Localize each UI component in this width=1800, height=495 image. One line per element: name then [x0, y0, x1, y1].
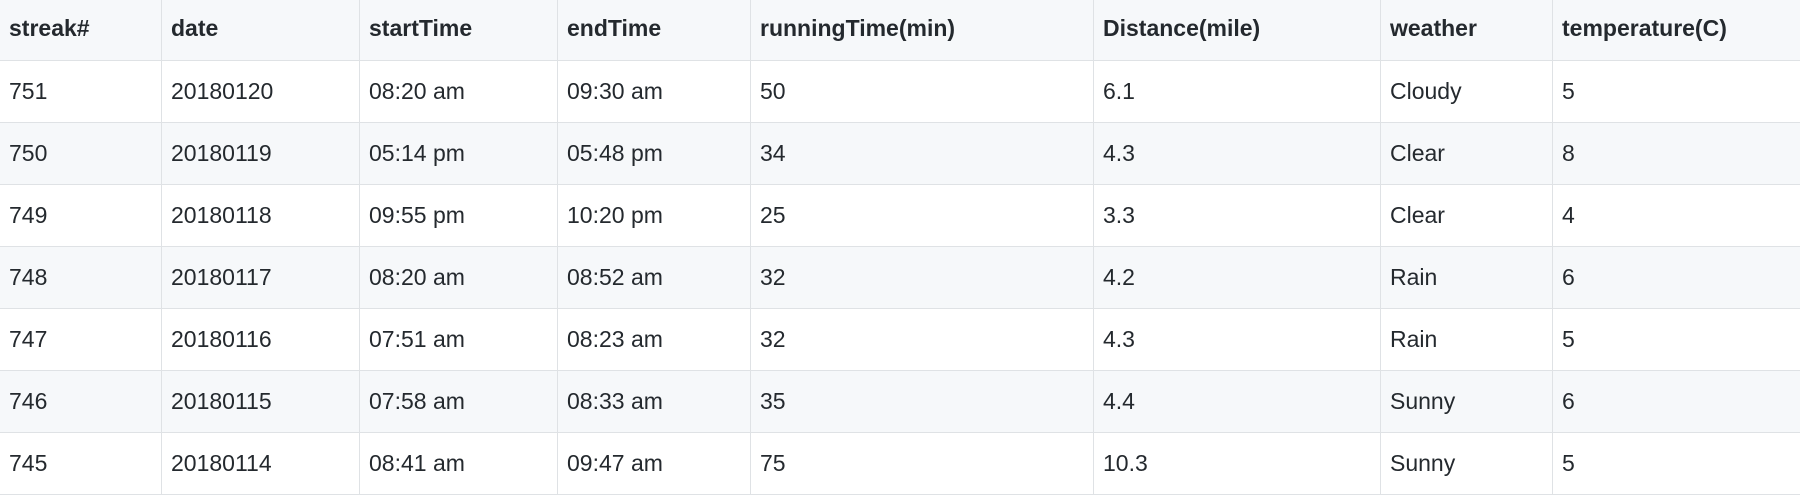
cell-weather: Clear [1381, 123, 1553, 185]
cell-streak: 747 [0, 309, 162, 371]
header-distance: Distance(mile) [1094, 0, 1381, 61]
cell-streak: 748 [0, 247, 162, 309]
cell-end-time: 08:23 am [558, 309, 751, 371]
cell-streak: 751 [0, 61, 162, 123]
cell-start-time: 07:51 am [360, 309, 558, 371]
header-row: streak# date startTime endTime runningTi… [0, 0, 1800, 61]
header-running-time: runningTime(min) [751, 0, 1094, 61]
cell-distance: 4.4 [1094, 371, 1381, 433]
cell-date: 20180115 [162, 371, 360, 433]
cell-temperature: 5 [1553, 309, 1800, 371]
cell-end-time: 09:47 am [558, 433, 751, 495]
cell-running-time: 75 [751, 433, 1094, 495]
cell-start-time: 08:41 am [360, 433, 558, 495]
cell-date: 20180114 [162, 433, 360, 495]
cell-start-time: 08:20 am [360, 247, 558, 309]
cell-weather: Sunny [1381, 371, 1553, 433]
cell-date: 20180118 [162, 185, 360, 247]
header-temperature: temperature(C) [1553, 0, 1800, 61]
cell-date: 20180120 [162, 61, 360, 123]
cell-running-time: 32 [751, 309, 1094, 371]
header-streak: streak# [0, 0, 162, 61]
cell-streak: 745 [0, 433, 162, 495]
header-weather: weather [1381, 0, 1553, 61]
cell-date: 20180117 [162, 247, 360, 309]
cell-temperature: 6 [1553, 371, 1800, 433]
header-start-time: startTime [360, 0, 558, 61]
cell-weather: Sunny [1381, 433, 1553, 495]
cell-end-time: 08:33 am [558, 371, 751, 433]
cell-start-time: 07:58 am [360, 371, 558, 433]
cell-end-time: 05:48 pm [558, 123, 751, 185]
cell-streak: 749 [0, 185, 162, 247]
cell-weather: Rain [1381, 247, 1553, 309]
cell-distance: 3.3 [1094, 185, 1381, 247]
cell-end-time: 09:30 am [558, 61, 751, 123]
cell-temperature: 5 [1553, 433, 1800, 495]
header-date: date [162, 0, 360, 61]
cell-distance: 4.3 [1094, 123, 1381, 185]
cell-running-time: 50 [751, 61, 1094, 123]
table-header: streak# date startTime endTime runningTi… [0, 0, 1800, 61]
cell-temperature: 5 [1553, 61, 1800, 123]
cell-streak: 746 [0, 371, 162, 433]
cell-distance: 4.3 [1094, 309, 1381, 371]
cell-weather: Clear [1381, 185, 1553, 247]
cell-distance: 6.1 [1094, 61, 1381, 123]
cell-start-time: 05:14 pm [360, 123, 558, 185]
cell-date: 20180119 [162, 123, 360, 185]
cell-temperature: 4 [1553, 185, 1800, 247]
cell-streak: 750 [0, 123, 162, 185]
cell-distance: 10.3 [1094, 433, 1381, 495]
cell-start-time: 09:55 pm [360, 185, 558, 247]
cell-start-time: 08:20 am [360, 61, 558, 123]
cell-temperature: 8 [1553, 123, 1800, 185]
cell-running-time: 35 [751, 371, 1094, 433]
cell-date: 20180116 [162, 309, 360, 371]
cell-weather: Cloudy [1381, 61, 1553, 123]
cell-temperature: 6 [1553, 247, 1800, 309]
cell-end-time: 10:20 pm [558, 185, 751, 247]
cell-end-time: 08:52 am [558, 247, 751, 309]
cell-weather: Rain [1381, 309, 1553, 371]
cell-running-time: 34 [751, 123, 1094, 185]
header-end-time: endTime [558, 0, 751, 61]
cell-distance: 4.2 [1094, 247, 1381, 309]
cell-running-time: 32 [751, 247, 1094, 309]
cell-running-time: 25 [751, 185, 1094, 247]
